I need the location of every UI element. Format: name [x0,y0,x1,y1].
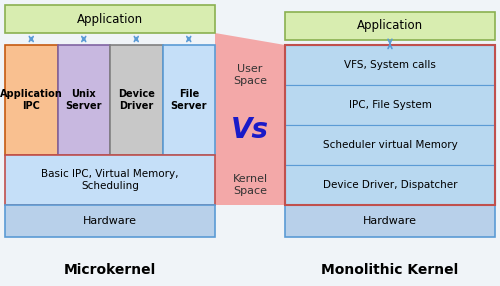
FancyBboxPatch shape [285,205,495,237]
Text: User
Space: User Space [233,64,267,86]
Text: Hardware: Hardware [363,216,417,226]
Text: Device
Driver: Device Driver [118,89,154,111]
FancyBboxPatch shape [110,45,162,155]
FancyBboxPatch shape [162,45,215,155]
Text: Device Driver, Dispatcher: Device Driver, Dispatcher [323,180,457,190]
Text: Unix
Server: Unix Server [66,89,102,111]
FancyBboxPatch shape [285,85,495,125]
Text: Application: Application [77,13,143,25]
Text: Microkernel: Microkernel [64,263,156,277]
FancyBboxPatch shape [285,45,495,85]
Text: Application: Application [357,19,423,33]
Text: VFS, System calls: VFS, System calls [344,60,436,70]
Text: Scheduler virtual Memory: Scheduler virtual Memory [322,140,458,150]
Text: Application
IPC: Application IPC [0,89,62,111]
FancyBboxPatch shape [285,165,495,205]
Polygon shape [215,33,285,205]
Text: Hardware: Hardware [83,216,137,226]
Text: IPC, File System: IPC, File System [348,100,432,110]
FancyBboxPatch shape [5,45,58,155]
Text: Basic IPC, Virtual Memory,
Scheduling: Basic IPC, Virtual Memory, Scheduling [41,169,179,191]
FancyBboxPatch shape [5,205,215,237]
Text: Kernel
Space: Kernel Space [232,174,268,196]
Text: Monolithic Kernel: Monolithic Kernel [322,263,458,277]
FancyBboxPatch shape [5,5,215,33]
Text: Vs: Vs [231,116,269,144]
FancyBboxPatch shape [285,12,495,40]
Text: File
Server: File Server [170,89,207,111]
FancyBboxPatch shape [5,155,215,205]
FancyBboxPatch shape [285,125,495,165]
FancyBboxPatch shape [58,45,110,155]
